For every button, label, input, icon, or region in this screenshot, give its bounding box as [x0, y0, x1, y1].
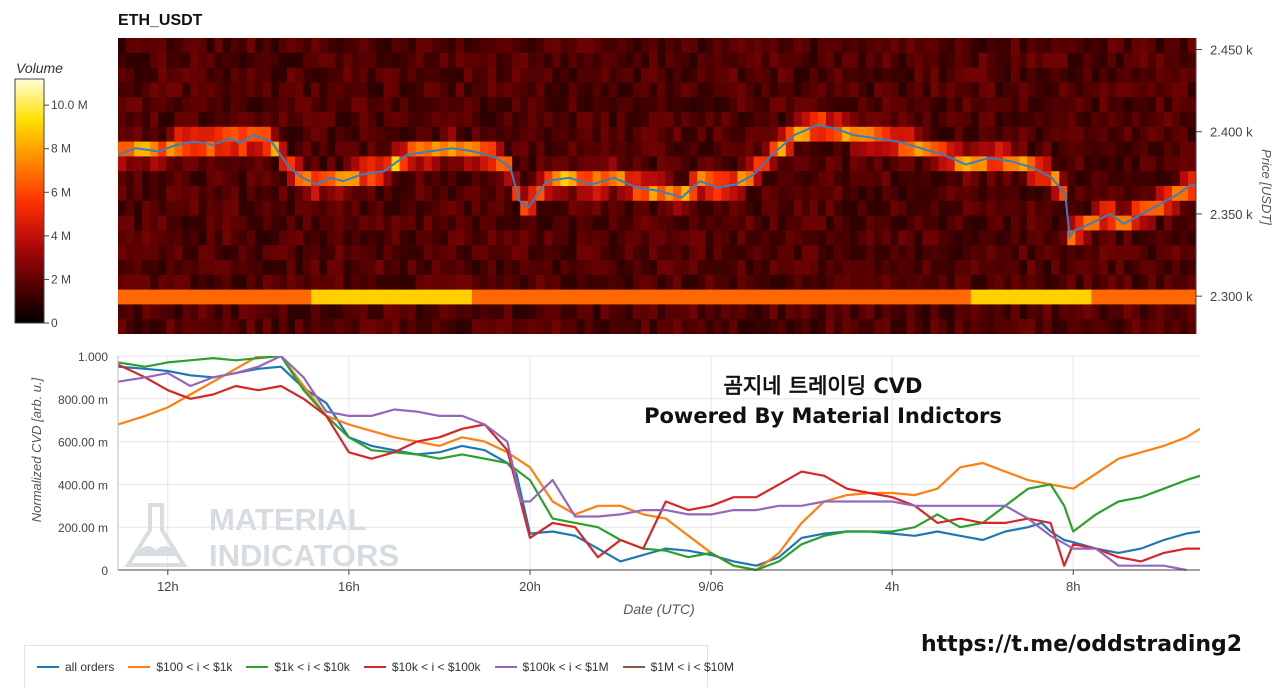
heatmap-plot[interactable]: 2.450 k 2.400 k 2.350 k 2.300 k Price [USDT…	[118, 38, 1274, 335]
cvd-y-tick-label: 800.00 m	[58, 393, 108, 407]
legend-label: all orders	[65, 659, 115, 674]
legend-item[interactable]: $1k < i < $10k	[246, 659, 350, 674]
cvd-series	[118, 356, 1200, 572]
heatmap-y-tick-label: 2.300 k	[1210, 289, 1253, 304]
legend[interactable]: all orders $100 < i < $1k $1k < i < $10k $1…	[24, 645, 734, 687]
colorbar-tick-label: 6 M	[51, 185, 71, 199]
cvd-series-line-3	[118, 363, 1200, 567]
legend-label: $100k < i < $1M	[522, 659, 609, 674]
overlay-subtitle: Powered By Material Indictors	[644, 404, 1002, 428]
cvd-y-axis: 1.000 800.00 m 600.00 m 400.00 m 200.00 m 0	[58, 350, 108, 578]
cvd-x-tick-label: 12h	[157, 579, 179, 594]
watermark: MATERIAL INDICATORS	[124, 502, 399, 573]
cvd-y-tick-label: 1.000	[78, 350, 108, 364]
colorbar-tick-label: 0	[51, 316, 58, 330]
legend-item[interactable]: $10k < i < $100k	[363, 659, 481, 674]
legend-item[interactable]: all orders	[37, 660, 114, 674]
cvd-grid	[118, 355, 1200, 571]
cvd-series-line-4	[118, 356, 1187, 572]
cvd-y-tick-label: 600.00 m	[58, 436, 108, 450]
footer-link[interactable]: https://t.me/oddstrading2	[921, 632, 1243, 657]
legend-item[interactable]: $100k < i < $1M	[494, 659, 609, 674]
chart-canvas[interactable]: Volume 10.0 M 8 M 6 M 4 M 2 M 0 2.450 k 2.400 …	[0, 0, 1280, 640]
heatmap-y-tick-label: 2.350 k	[1210, 207, 1253, 222]
heatmap-y-axis: 2.450 k 2.400 k 2.350 k 2.300 k	[1196, 43, 1253, 304]
cvd-x-axis: 12h 16h 20h 9/06 4h 8h	[157, 570, 1080, 594]
legend-swatch	[494, 665, 517, 668]
cvd-series-line-1	[118, 356, 1200, 572]
heatmap-y-tick-label: 2.400 k	[1210, 125, 1253, 140]
heatmap-cells	[118, 38, 1196, 334]
legend-swatch	[246, 665, 269, 668]
cvd-y-tick-label: 400.00 m	[58, 478, 108, 492]
colorbar-tick-label: 4 M	[51, 229, 71, 243]
legend-item[interactable]: $1M < i < $10M	[622, 659, 734, 674]
cvd-x-tick-label: 8h	[1066, 579, 1080, 594]
colorbar-title: Volume	[16, 60, 63, 76]
colorbar-tick-label: 10.0 M	[51, 98, 88, 112]
legend-label: $10k < i < $100k	[391, 659, 481, 674]
cvd-x-tick-label: 4h	[885, 579, 899, 594]
legend-label: $100 < i < $1k	[156, 659, 233, 674]
watermark-line2: INDICATORS	[209, 538, 399, 573]
legend-label: $1k < i < $10k	[274, 659, 350, 674]
cvd-series-line-2	[118, 356, 1200, 572]
cvd-x-tick-label: 16h	[338, 579, 360, 594]
legend-swatch	[363, 665, 386, 668]
cvd-y-label: Normalized CVD [arb. u.]	[29, 377, 44, 522]
legend-swatch	[128, 665, 151, 668]
overlay-title: 곰지네 트레이딩 CVD	[723, 374, 923, 398]
cvd-x-label: Date (UTC)	[623, 601, 695, 617]
colorbar-tick-label: 8 M	[51, 142, 71, 156]
cvd-plot[interactable]: MATERIAL INDICATORS 1.000 800.00 m 600.00 …	[29, 350, 1200, 617]
chart-title: ETH_USDT	[118, 12, 203, 29]
colorbar-gradient	[14, 78, 45, 324]
legend-swatch	[622, 665, 645, 668]
cvd-y-tick-label: 0	[101, 564, 108, 578]
cvd-x-tick-label: 20h	[519, 579, 541, 594]
heatmap-y-tick-label: 2.450 k	[1210, 43, 1253, 58]
legend-item[interactable]: $100 < i < $1k	[128, 660, 232, 674]
watermark-line1: MATERIAL	[209, 502, 367, 537]
heatmap-y-label: Price [USDT]	[1259, 149, 1274, 225]
legend-label: $1M < i < $10M	[650, 659, 734, 674]
cvd-y-tick-label: 200.00 m	[58, 521, 108, 535]
legend-swatch	[37, 665, 59, 668]
price-line	[118, 124, 1196, 240]
colorbar-ticks: 10.0 M 8 M 6 M 4 M 2 M 0	[44, 98, 88, 330]
cvd-x-tick-label: 9/06	[698, 579, 723, 594]
colorbar: Volume 10.0 M 8 M 6 M 4 M 2 M 0	[14, 60, 88, 330]
colorbar-tick-label: 2 M	[51, 272, 71, 286]
